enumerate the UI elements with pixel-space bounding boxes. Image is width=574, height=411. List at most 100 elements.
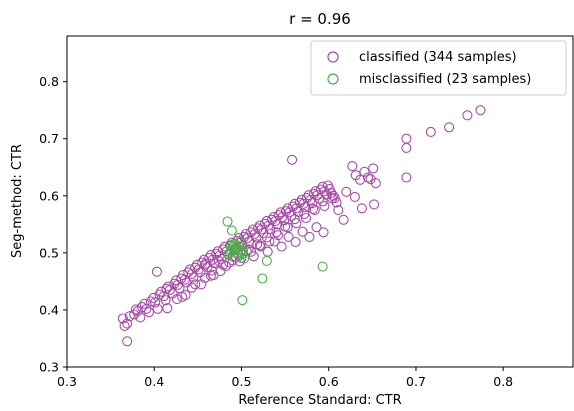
legend-marker-misclassified bbox=[327, 73, 339, 85]
data-point bbox=[122, 318, 133, 329]
data-point bbox=[317, 196, 328, 207]
x-tick-label: 0.4 bbox=[144, 374, 164, 389]
data-point bbox=[162, 303, 173, 314]
data-point bbox=[150, 297, 161, 308]
data-point bbox=[252, 239, 263, 250]
data-point bbox=[255, 241, 266, 252]
data-point bbox=[145, 296, 156, 307]
data-point bbox=[309, 205, 320, 216]
data-point bbox=[299, 209, 310, 220]
data-point bbox=[355, 174, 366, 185]
y-tick-label: 0.4 bbox=[39, 302, 59, 317]
data-point bbox=[425, 126, 436, 137]
data-point bbox=[369, 199, 380, 210]
x-axis-label: Reference Standard: CTR bbox=[238, 393, 401, 408]
chart-title: r = 0.96 bbox=[289, 10, 351, 28]
data-point bbox=[171, 294, 182, 305]
data-point bbox=[368, 163, 379, 174]
data-point bbox=[136, 302, 148, 313]
data-point bbox=[318, 227, 329, 238]
data-point bbox=[135, 312, 146, 323]
data-point bbox=[261, 255, 272, 266]
legend-label-misclassified: misclassified (23 samples) bbox=[359, 72, 531, 87]
data-point bbox=[232, 248, 244, 259]
data-point bbox=[139, 298, 150, 309]
data-point bbox=[349, 191, 360, 202]
data-point bbox=[304, 231, 315, 242]
data-point bbox=[225, 247, 236, 258]
data-point bbox=[280, 221, 291, 232]
legend: classified (344 samples) misclassified (… bbox=[310, 40, 567, 96]
data-point bbox=[475, 105, 486, 116]
axis-ticks: 0.3 0.4 0.5 0.6 0.7 0.8 0.3 0.4 0.5 0.6 0.7 0.8 bbox=[39, 74, 513, 389]
data-point bbox=[401, 142, 412, 153]
data-point bbox=[338, 214, 349, 225]
data-point bbox=[124, 311, 135, 322]
data-point bbox=[188, 272, 199, 283]
data-point bbox=[248, 251, 259, 262]
data-point bbox=[287, 154, 298, 165]
data-points bbox=[117, 105, 486, 347]
data-point bbox=[326, 187, 337, 198]
data-point bbox=[333, 205, 344, 216]
data-point bbox=[401, 172, 412, 183]
y-tick-label: 0.7 bbox=[39, 131, 59, 146]
data-point bbox=[148, 292, 159, 303]
data-point bbox=[234, 236, 245, 247]
data-point bbox=[226, 225, 237, 236]
data-point bbox=[289, 214, 300, 225]
data-point bbox=[347, 161, 358, 172]
y-tick-label: 0.8 bbox=[39, 74, 59, 89]
data-point bbox=[359, 166, 370, 177]
data-point bbox=[141, 303, 152, 314]
data-point bbox=[190, 279, 201, 290]
y-tick-label: 0.3 bbox=[39, 360, 59, 375]
data-point bbox=[122, 336, 133, 347]
data-point bbox=[239, 253, 250, 264]
data-point bbox=[119, 320, 130, 331]
data-point bbox=[199, 272, 210, 284]
data-point bbox=[152, 303, 163, 314]
data-point bbox=[206, 265, 217, 276]
data-point bbox=[283, 231, 294, 242]
data-point bbox=[213, 255, 224, 266]
x-tick-label: 0.6 bbox=[319, 374, 339, 389]
data-point bbox=[276, 241, 287, 252]
data-point bbox=[220, 260, 231, 272]
data-point bbox=[356, 203, 367, 214]
data-point bbox=[186, 282, 197, 293]
data-point bbox=[319, 201, 330, 212]
data-point bbox=[317, 261, 328, 272]
data-point bbox=[341, 186, 352, 197]
data-point bbox=[297, 226, 308, 237]
y-tick-label: 0.5 bbox=[39, 245, 59, 260]
legend-label-classified: classified (344 samples) bbox=[359, 50, 517, 65]
data-point bbox=[160, 295, 171, 306]
data-point bbox=[327, 193, 338, 204]
x-tick-label: 0.5 bbox=[232, 374, 252, 389]
y-axis-label: Seg-method: CTR bbox=[10, 144, 25, 258]
data-point bbox=[311, 222, 322, 233]
data-point bbox=[223, 248, 234, 260]
data-point bbox=[362, 172, 374, 183]
data-point bbox=[143, 307, 155, 318]
data-point bbox=[273, 230, 284, 241]
data-point bbox=[444, 122, 455, 133]
data-point bbox=[238, 246, 249, 257]
data-point bbox=[129, 309, 140, 320]
y-tick-label: 0.6 bbox=[39, 188, 59, 203]
data-point bbox=[151, 266, 162, 277]
data-point bbox=[462, 110, 473, 121]
legend-box bbox=[310, 40, 567, 96]
data-point bbox=[257, 273, 268, 284]
data-point bbox=[370, 178, 381, 189]
legend-marker-classified bbox=[327, 51, 339, 63]
data-point bbox=[237, 295, 248, 306]
data-point bbox=[154, 289, 165, 300]
series-misclassified bbox=[222, 216, 328, 306]
data-point bbox=[231, 242, 242, 253]
data-point bbox=[290, 236, 301, 248]
data-point bbox=[307, 203, 319, 214]
data-point bbox=[269, 236, 280, 247]
